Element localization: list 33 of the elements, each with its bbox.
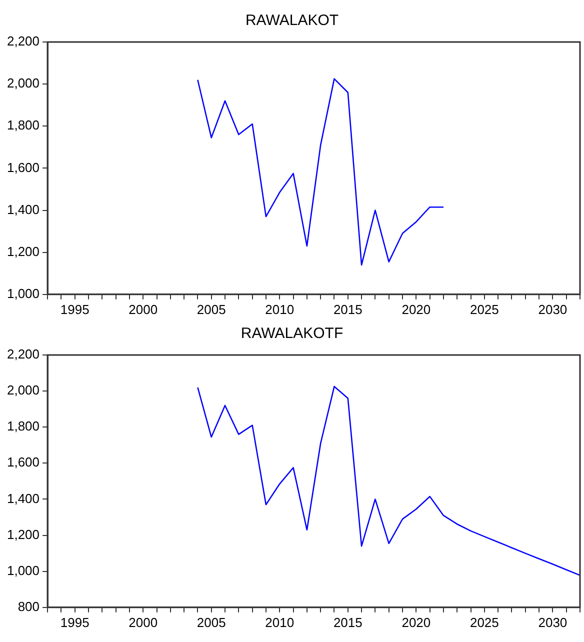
y-tick-label: 1,200: [6, 526, 40, 542]
x-tick-label: 2025: [470, 302, 499, 317]
x-tick-label: 2000: [128, 302, 158, 317]
y-tick-label: 2,200: [6, 346, 40, 362]
x-tick-label: 2030: [538, 302, 568, 317]
y-tick-label: 1,400: [6, 490, 40, 506]
y-tick-label: 1,800: [6, 418, 40, 434]
y-tick-label: 2,200: [6, 34, 40, 49]
y-tick-label: 1,600: [6, 454, 40, 470]
x-tick-label: 2030: [538, 614, 568, 630]
y-tick-label: 1,200: [6, 244, 40, 259]
y-tick-label: 1,800: [6, 118, 40, 133]
y-tick-label: 2,000: [6, 382, 40, 398]
x-tick-label: 2005: [196, 302, 226, 317]
y-tick-label: 1,600: [6, 160, 40, 175]
y-tick-label: 1,000: [6, 286, 40, 301]
y-tick-label: 2,000: [6, 76, 40, 91]
x-tick-label: 2020: [402, 614, 431, 630]
chart-title: RAWALAKOTF: [240, 325, 344, 342]
x-tick-label: 2015: [333, 614, 362, 630]
x-tick-label: 1995: [60, 302, 90, 317]
y-tick-label: 1,400: [6, 202, 40, 217]
x-tick-label: 2010: [265, 302, 294, 317]
y-tick-label: 1,000: [6, 562, 40, 578]
y-tick-label: 800: [18, 598, 40, 614]
x-tick-label: 2010: [265, 614, 294, 630]
chart-title: RAWALAKOT: [245, 12, 339, 30]
x-tick-label: 2005: [196, 614, 226, 630]
x-tick-label: 2020: [402, 302, 431, 317]
x-tick-label: 1995: [60, 614, 90, 630]
x-tick-label: 2000: [128, 614, 158, 630]
x-tick-label: 2015: [333, 302, 362, 317]
x-tick-label: 2025: [470, 614, 499, 630]
